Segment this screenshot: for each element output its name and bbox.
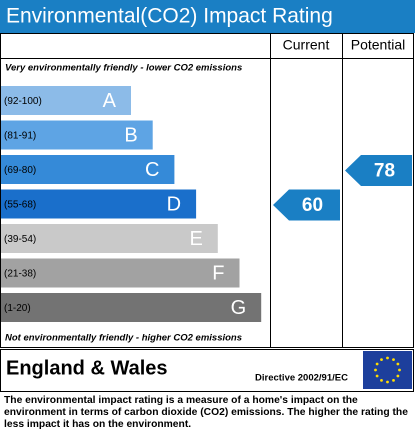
potential-header: Potential [351,37,405,53]
band-bar [1,155,175,184]
band-range: (81-91) [4,131,36,142]
band-bar [1,86,131,115]
band-bar [1,224,218,253]
band-range: (92-100) [4,96,42,107]
band-bar [1,293,262,322]
current-header: Current [283,37,330,53]
band-letter: E [189,228,202,250]
band-bar [1,258,240,288]
band-letter: D [167,193,181,215]
eu-star [380,358,383,362]
directive: Directive 2002/91/EC [255,373,348,384]
band-bar [1,189,197,219]
band-bar [1,120,153,150]
eu-star [386,380,389,384]
rating-value: 78 [374,161,395,182]
footer-border [0,349,414,392]
eu-star [396,362,400,366]
band-letter: A [103,90,117,112]
band-letter: C [145,159,159,181]
eu-star [386,356,389,360]
band-range: (39-54) [4,234,36,245]
eu-star [375,374,379,378]
eu-star [392,378,395,382]
rating-arrow [273,189,340,221]
eu-star [374,368,377,372]
band-range: (1-20) [4,303,31,314]
eu-star [396,374,400,378]
rating-chart: Environmental(CO2) Impact Rating Current… [0,0,415,392]
title-bar [0,0,415,33]
band-letter: F [212,262,224,284]
band-range: (69-80) [4,165,36,176]
rating-arrow [345,155,412,186]
title: Environmental(CO2) Impact Rating [6,5,333,28]
eu-star [398,368,401,372]
bottom-note: Not environmentally friendly - higher CO… [5,333,242,344]
region: England & Wales [6,357,168,379]
band-range: (55-68) [4,200,36,211]
rating-value: 60 [302,195,323,216]
table-border [0,33,414,348]
band-range: (21-38) [4,269,36,280]
eu-star [392,358,395,362]
eu-star [375,362,379,366]
band-letter: B [124,124,137,146]
band-letter: G [231,297,247,319]
top-note: Very environmentally friendly - lower CO… [5,63,242,74]
eu-star [380,378,383,382]
description: The environmental impact rating is a mea… [4,395,408,430]
